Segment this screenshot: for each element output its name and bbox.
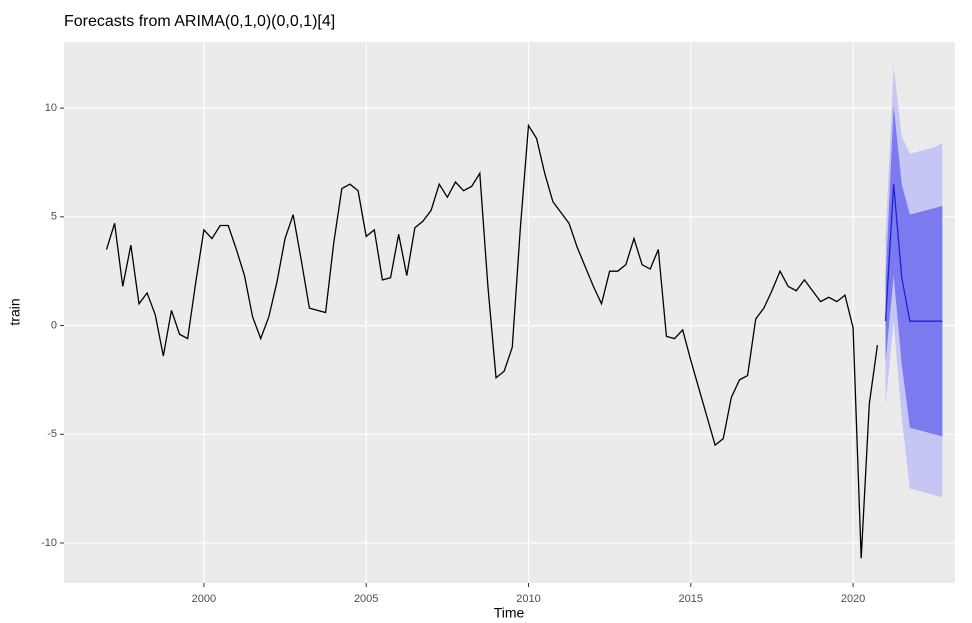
y-tick-label: -10 — [41, 537, 57, 549]
band-80 — [885, 105, 943, 437]
y-tick-label: 0 — [51, 319, 57, 331]
y-tick-label: 5 — [51, 211, 57, 223]
y-tick-label: 10 — [45, 102, 57, 114]
x-tick-label: 2000 — [192, 593, 216, 605]
data-line — [105, 123, 879, 559]
x-tick-label: 2010 — [516, 593, 540, 605]
x-axis-label: Time — [494, 605, 525, 621]
chart-title: Forecasts from ARIMA(0,1,0)(0,0,1)[4] — [64, 13, 335, 30]
y-tick-label: -5 — [47, 428, 57, 440]
x-tick-label: 2020 — [841, 593, 865, 605]
x-tick-label: 2015 — [679, 593, 703, 605]
x-tick-label: 2005 — [354, 593, 378, 605]
forecast-line — [884, 184, 943, 322]
y-axis-label: train — [7, 298, 23, 325]
panel — [64, 42, 955, 583]
